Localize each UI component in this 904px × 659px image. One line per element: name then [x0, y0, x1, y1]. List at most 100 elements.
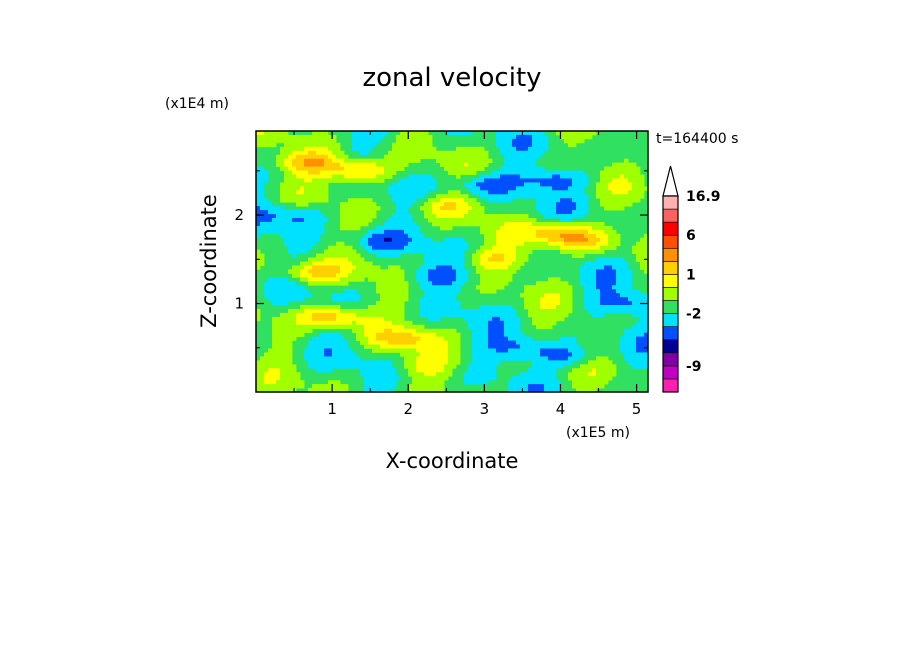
heatmap-cell	[272, 368, 277, 373]
heatmap-cell	[416, 150, 421, 156]
heatmap-cell	[268, 388, 273, 393]
heatmap-cell	[340, 214, 345, 219]
heatmap-cell	[528, 293, 533, 298]
heatmap-cell	[256, 174, 261, 179]
heatmap-cell	[552, 320, 557, 326]
heatmap-cell	[260, 364, 265, 369]
heatmap-cell	[340, 174, 345, 179]
heatmap-cell	[360, 202, 365, 207]
heatmap-cell	[564, 348, 569, 353]
heatmap-cell	[608, 245, 613, 251]
heatmap-cell	[532, 293, 537, 298]
heatmap-cell	[520, 261, 525, 266]
heatmap-cell	[608, 265, 613, 270]
heatmap-cell	[544, 293, 549, 298]
heatmap-cell	[624, 273, 629, 278]
heatmap-cell	[436, 249, 441, 254]
heatmap-cell	[336, 340, 341, 345]
heatmap-cell	[376, 316, 381, 322]
heatmap-cell	[600, 273, 605, 278]
heatmap-cell	[288, 186, 293, 191]
heatmap-cell	[632, 312, 637, 318]
heatmap-cell	[292, 293, 297, 298]
heatmap-cell	[312, 364, 317, 369]
heatmap-cell	[292, 138, 297, 144]
heatmap-cell	[520, 229, 525, 235]
heatmap-cell	[284, 293, 289, 298]
heatmap-cell	[396, 316, 401, 322]
heatmap-cell	[512, 190, 517, 195]
heatmap-cell	[484, 178, 489, 183]
heatmap-cell	[520, 348, 525, 353]
heatmap-cell	[480, 356, 485, 361]
heatmap-cell	[296, 146, 301, 152]
heatmap-cell	[416, 352, 421, 357]
heatmap-cell	[344, 273, 349, 278]
heatmap-cell	[576, 198, 581, 203]
heatmap-cell	[324, 186, 329, 191]
heatmap-cell	[476, 154, 481, 160]
heatmap-cell	[332, 134, 337, 140]
heatmap-cell	[596, 186, 601, 191]
heatmap-cell	[388, 344, 393, 349]
heatmap-cell	[628, 281, 633, 286]
heatmap-cell	[408, 202, 413, 207]
heatmap-cell	[356, 206, 361, 211]
heatmap-cell	[540, 344, 545, 349]
heatmap-cell	[256, 372, 261, 377]
heatmap-cell	[476, 285, 481, 290]
heatmap-cell	[628, 170, 633, 175]
heatmap-cell	[596, 297, 601, 302]
heatmap-cell	[292, 154, 297, 160]
heatmap-cell	[528, 297, 533, 302]
heatmap-cell	[424, 257, 429, 262]
heatmap-cell	[600, 202, 605, 207]
heatmap-cell	[472, 190, 477, 195]
heatmap-cell	[516, 328, 521, 334]
heatmap-cell	[388, 225, 393, 231]
heatmap-cell	[328, 166, 333, 171]
heatmap-cell	[468, 221, 473, 227]
heatmap-cell	[368, 237, 373, 243]
heatmap-cell	[444, 281, 449, 286]
heatmap-cell	[612, 297, 617, 302]
heatmap-cell	[520, 146, 525, 152]
heatmap-cell	[384, 308, 389, 314]
heatmap-cell	[512, 194, 517, 199]
heatmap-cell	[492, 344, 497, 349]
heatmap-cell	[400, 142, 405, 148]
heatmap-cell	[520, 253, 525, 258]
heatmap-cell	[316, 305, 321, 310]
heatmap-cell	[584, 174, 589, 179]
heatmap-cell	[424, 308, 429, 314]
heatmap-cell	[344, 162, 349, 167]
heatmap-cell	[568, 170, 573, 175]
heatmap-cell	[360, 131, 365, 136]
heatmap-cell	[472, 380, 477, 385]
heatmap-cell	[456, 356, 461, 361]
heatmap-cell	[624, 356, 629, 361]
heatmap-cell	[432, 241, 437, 247]
heatmap-cell	[492, 324, 497, 330]
heatmap-cell	[488, 328, 493, 334]
heatmap-cell	[500, 241, 505, 247]
heatmap-cell	[480, 190, 485, 195]
heatmap-cell	[444, 301, 449, 306]
heatmap-cell	[508, 265, 513, 270]
heatmap-cell	[476, 372, 481, 377]
heatmap-cell	[428, 257, 433, 262]
heatmap-cell	[496, 356, 501, 361]
heatmap-cell	[376, 277, 381, 282]
heatmap-cell	[524, 138, 529, 144]
heatmap-cell	[360, 162, 365, 167]
heatmap-cell	[440, 388, 445, 393]
heatmap-cell	[452, 131, 457, 136]
heatmap-cell	[368, 328, 373, 334]
heatmap-cell	[552, 225, 557, 231]
heatmap-cell	[284, 364, 289, 369]
heatmap-cell	[612, 273, 617, 278]
heatmap-cell	[272, 221, 277, 227]
heatmap-cell	[460, 150, 465, 156]
heatmap-cell	[516, 352, 521, 357]
heatmap-cell	[560, 285, 565, 290]
